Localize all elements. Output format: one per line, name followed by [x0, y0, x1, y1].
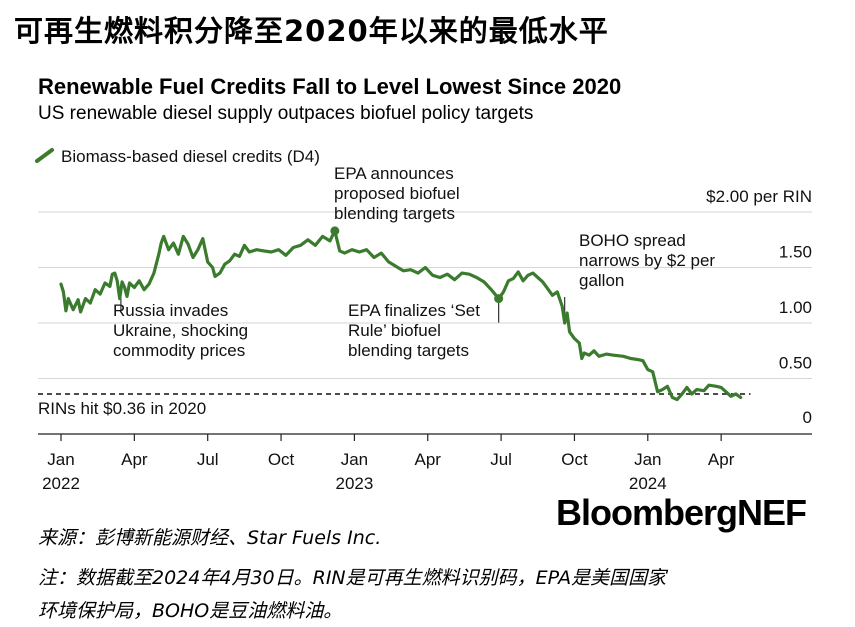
y-tick-label: 1.50: [779, 243, 812, 262]
x-axis: Jan 2022 Apr Jul Oct Jan 2023 Apr Jul Oct Jan 2024 A…: [38, 433, 812, 493]
annotation-line: blending targets: [334, 204, 455, 223]
x-year-label: 2023: [335, 474, 373, 493]
reference-line: RINs hit $0.36 in 2020: [38, 393, 751, 418]
annotation-line: proposed biofuel: [334, 184, 460, 203]
y-tick-label: 0: [803, 408, 812, 427]
x-tick-label: Apr: [415, 450, 442, 469]
x-tick-label: Apr: [121, 450, 148, 469]
annotation-line: commodity prices: [113, 341, 245, 360]
x-tick-label: Oct: [268, 450, 295, 469]
annotation-text: BOHO spread narrows by $2 per gallon: [579, 231, 715, 290]
series-group: [59, 229, 743, 402]
x-tick-label: Jan: [341, 450, 368, 469]
annotation-line: Ukraine, shocking: [113, 321, 248, 340]
source-note: 来源：彭博新能源财经、Star Fuels Inc.: [38, 527, 382, 549]
x-tick-label: Oct: [561, 450, 588, 469]
y-tick-label: 0.50: [779, 354, 812, 373]
annotation-line: blending targets: [348, 341, 469, 360]
annotation-line: BOHO spread: [579, 231, 686, 250]
reference-line-label: RINs hit $0.36 in 2020: [38, 399, 206, 418]
x-tick-label: Jan: [47, 450, 74, 469]
annotation-text: EPA finalizes ‘Set Rule’ biofuel blending …: [348, 301, 480, 360]
x-tick-label: Jan: [634, 450, 661, 469]
brand-logo: BloombergNEF: [556, 492, 807, 533]
x-tick-label: Jul: [197, 450, 219, 469]
annotation-line: EPA announces: [334, 164, 454, 183]
y-axis-labels: $2.00 per RIN 1.50 1.00 0.50 0: [706, 187, 812, 427]
x-tick-label: Apr: [708, 450, 735, 469]
x-year-label: 2022: [42, 474, 80, 493]
annotation-text: Russia invades Ukraine, shocking commodity…: [113, 301, 248, 360]
page-title: 可再生燃料积分降至2020年以来的最低水平: [14, 14, 609, 48]
annotation-line: narrows by $2 per: [579, 251, 715, 270]
footnote-line-1: 注：数据截至2024年4月30日。RIN是可再生燃料识别码，EPA是美国国家: [38, 567, 667, 589]
footnote-line-2: 环境保护局，BOHO是豆油燃料油。: [38, 600, 343, 622]
annotation-line: EPA finalizes ‘Set: [348, 301, 480, 320]
annotation-line: Rule’ biofuel: [348, 321, 441, 340]
y-tick-label: 1.00: [779, 298, 812, 317]
legend-swatch: [35, 148, 54, 163]
chart-title: Renewable Fuel Credits Fall to Level Low…: [38, 74, 622, 99]
x-tick-label: Jul: [490, 450, 512, 469]
annotations: Russia invades Ukraine, shocking commodity…: [113, 164, 715, 360]
y-tick-label: $2.00 per RIN: [706, 187, 812, 206]
series-line: [59, 229, 743, 402]
chart-subtitle: US renewable diesel supply outpaces biof…: [38, 103, 534, 124]
legend: Biomass-based diesel credits (D4): [35, 147, 320, 166]
annotation-line: Russia invades: [113, 301, 228, 320]
annotation-line: gallon: [579, 271, 624, 290]
x-year-label: 2024: [629, 474, 667, 493]
legend-label: Biomass-based diesel credits (D4): [61, 147, 320, 166]
annotation-text: EPA announces proposed biofuel blending ta…: [334, 164, 460, 223]
